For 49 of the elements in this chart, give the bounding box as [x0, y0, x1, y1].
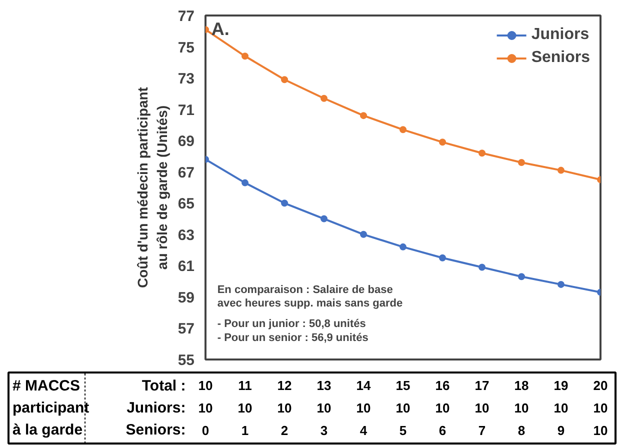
x-tick-label: 13 10 3 — [316, 378, 332, 438]
y-tick-label: 75 — [178, 39, 195, 56]
x-tick-label: 17 10 7 — [474, 378, 490, 438]
text: # MACCS participant à la garde — [12, 377, 90, 439]
y-tick-label: 61 — [178, 258, 195, 276]
y-tick-label: 57 — [178, 320, 195, 338]
annotation: - Pour un junior : 50,8 unités - Pour un senior : 56,9 unités — [217, 318, 368, 344]
text: Total : Juniors: Seniors: — [126, 377, 186, 439]
point — [360, 230, 367, 238]
point — [360, 112, 367, 120]
point — [281, 76, 288, 84]
x-tick-label: 14 10 4 — [356, 378, 372, 438]
point — [478, 264, 486, 271]
y-tick-label: 55 — [178, 352, 195, 369]
point — [439, 138, 446, 146]
point — [242, 179, 248, 186]
point — [478, 150, 486, 157]
point — [400, 243, 406, 250]
point — [558, 166, 564, 174]
y-tick-label: 77 — [178, 8, 195, 25]
point — [518, 273, 525, 280]
point — [558, 280, 564, 288]
point — [242, 52, 248, 60]
y-tick-label: 71 — [178, 102, 195, 119]
point — [518, 158, 525, 166]
annotation: A. — [211, 18, 230, 39]
x-tick-label: 10 10 0 — [198, 378, 213, 438]
y-tick-label: 69 — [178, 133, 195, 150]
x-tick-label: 18 10 8 — [514, 378, 529, 438]
point — [320, 215, 328, 222]
y-tick-label: 67 — [178, 164, 195, 182]
legend-label: Juniors — [531, 26, 590, 44]
x-tick-label: 12 10 2 — [277, 378, 292, 438]
x-tick-label: 15 10 5 — [396, 378, 410, 438]
point — [320, 94, 328, 102]
point — [439, 254, 446, 262]
point — [400, 126, 406, 134]
x-tick-label: 16 10 6 — [435, 378, 450, 438]
y-axis-title: Coût d'un médecin participant au rôle de garde (Unités) — [134, 86, 170, 288]
x-tick-label: 20 10 10 — [593, 378, 608, 438]
y-tick-label: 73 — [178, 70, 195, 88]
y-tick-label: 63 — [178, 226, 195, 244]
legend-label: Seniors — [531, 49, 590, 67]
x-tick-label: 11 10 1 — [238, 378, 252, 438]
x-tick-label: 19 10 9 — [554, 378, 568, 438]
annotation: En comparaison : Salaire de base avec heures supp. mais sans garde — [217, 284, 403, 310]
point — [281, 200, 288, 207]
y-tick-label: 65 — [178, 196, 195, 213]
y-tick-label: 59 — [178, 289, 195, 306]
